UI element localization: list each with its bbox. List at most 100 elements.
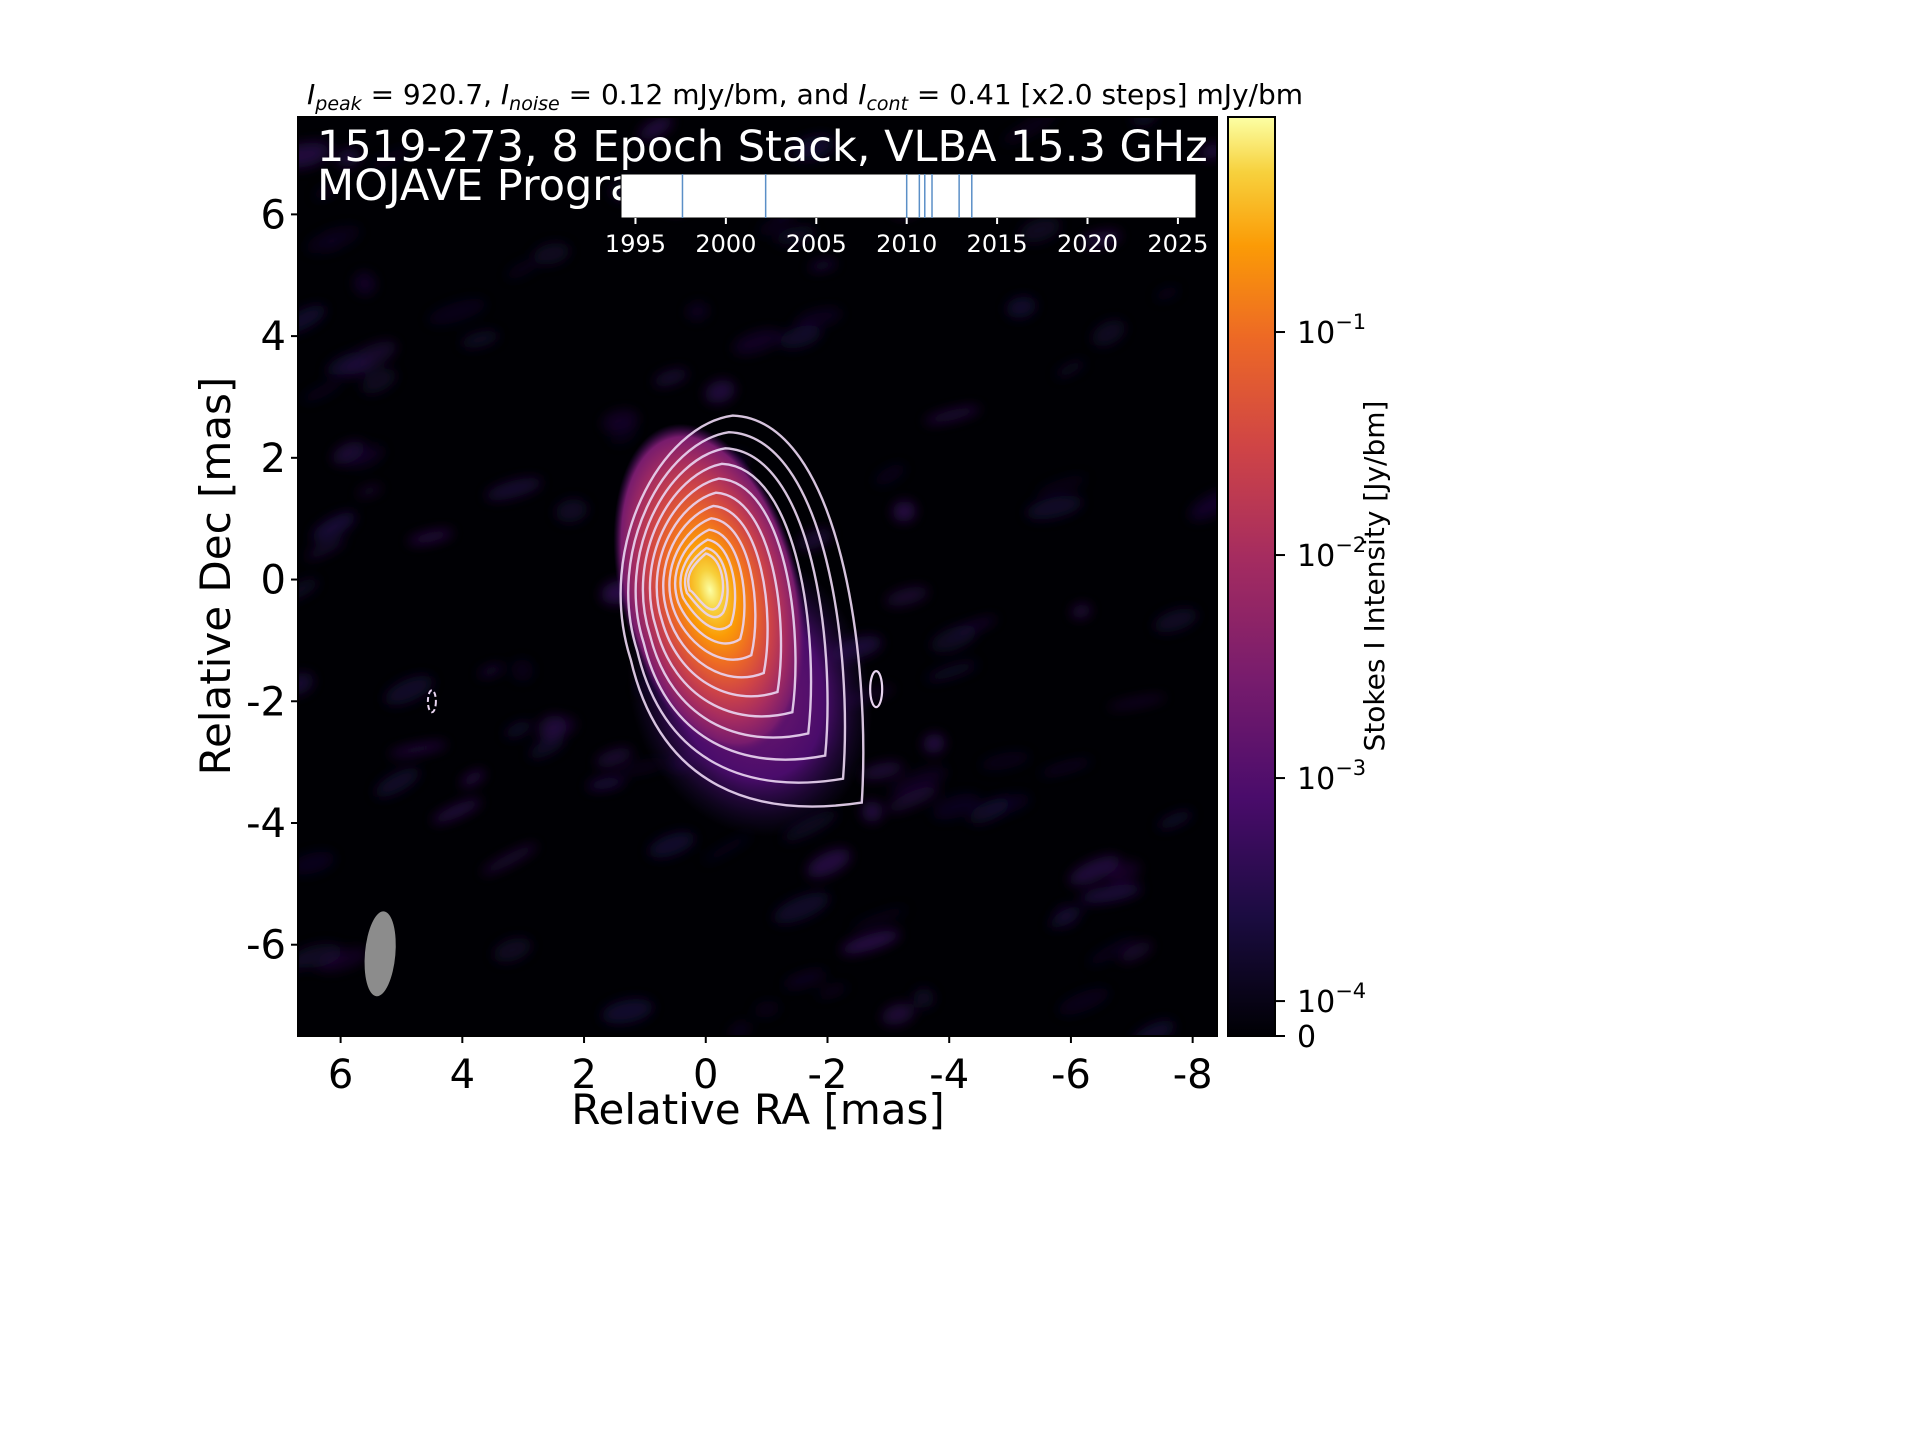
- noise-blob: [1055, 360, 1086, 378]
- core-emission: [613, 423, 807, 757]
- noise-blob: [298, 851, 335, 875]
- noise-blob: [1036, 475, 1088, 497]
- x-tick-label: 0: [693, 1052, 718, 1098]
- noise-blob: [923, 733, 945, 754]
- epoch-tick-label: 2000: [695, 230, 756, 258]
- x-axis-title: Relative RA [mas]: [571, 1085, 945, 1134]
- contour-level: [662, 504, 769, 679]
- noise-blob: [485, 477, 543, 501]
- noise-blob: [346, 445, 384, 468]
- title-peak-symbol: I: [307, 78, 315, 111]
- noise-blob: [460, 330, 500, 349]
- y-tick-label: -4: [246, 801, 286, 847]
- noise-blob: [511, 659, 534, 682]
- noise-blob: [816, 984, 849, 998]
- colorbar-ticks: 10−1 10−2 10−3 10−40: [1275, 310, 1366, 1055]
- contour-level: [634, 447, 829, 761]
- noise-blob: [460, 770, 485, 787]
- noise-blob: [298, 305, 326, 333]
- noise-blob: [1025, 495, 1083, 520]
- noise-blob: [1068, 855, 1121, 886]
- noise-blob: [952, 616, 998, 635]
- colorbar-tick-label: 10−1: [1297, 310, 1366, 351]
- noise-blob: [298, 672, 314, 695]
- noise-texture: [298, 117, 1217, 1036]
- noise-blob: [1081, 230, 1122, 247]
- noise-blob: [356, 484, 383, 497]
- noise-blob: [301, 380, 342, 403]
- noise-blob: [648, 831, 696, 858]
- noise-blob: [432, 799, 482, 824]
- noise-blob: [850, 906, 908, 931]
- noise-blob: [728, 1021, 751, 1036]
- noise-blob: [1119, 941, 1153, 962]
- epoch-tick-label: 2015: [967, 230, 1028, 258]
- contour-set: [426, 414, 884, 808]
- noise-blob: [653, 368, 689, 387]
- title-peak-value: = 920.7,: [362, 78, 501, 111]
- noise-blob: [1048, 906, 1084, 929]
- contour-level: [641, 462, 813, 739]
- noise-blob: [553, 716, 578, 734]
- x-tick-label: 4: [450, 1052, 475, 1098]
- colorbar-frame: [1227, 116, 1276, 1037]
- epoch-tick-label: 2025: [1147, 230, 1208, 258]
- noise-blob: [925, 661, 979, 682]
- noise-blob: [325, 351, 365, 376]
- title-noise-sub: noise: [509, 93, 560, 115]
- title-noise-symbol: I: [501, 78, 509, 111]
- y-tick-label: 6: [261, 192, 286, 238]
- noise-blob: [758, 217, 786, 236]
- noise-blob: [1091, 319, 1126, 347]
- noise-blob: [408, 530, 454, 545]
- noise-blob: [493, 937, 532, 963]
- noise-blob: [1157, 810, 1193, 830]
- noise-blob: [1131, 1020, 1175, 1036]
- epoch-tick-label: 1995: [605, 230, 666, 258]
- contour-level: [684, 546, 729, 619]
- noise-blob: [874, 464, 906, 486]
- noise-blob: [860, 762, 904, 780]
- noise-blob: [1071, 604, 1092, 619]
- x-tick-label: -2: [808, 1052, 848, 1098]
- title-cont-symbol: I: [858, 78, 866, 111]
- contour-level: [619, 414, 865, 808]
- noise-blob: [528, 737, 565, 759]
- noise-blob: [795, 307, 843, 328]
- x-tick-label: -8: [1173, 1052, 1213, 1098]
- epoch-axis: 1995 2000 2005 2010 2015 2020 2025: [605, 218, 1208, 258]
- x-tick-label: -4: [929, 1052, 969, 1098]
- noise-blob: [1200, 144, 1217, 159]
- contour-level: [627, 430, 847, 784]
- contour-level: [679, 538, 737, 631]
- noise-blob: [1057, 988, 1110, 1015]
- epoch-tick-label: 2020: [1057, 230, 1118, 258]
- title-cont-value: = 0.41 [x2.0 steps] mJy/bm: [908, 78, 1303, 111]
- noise-blob: [1189, 490, 1217, 521]
- x-axis: 6 4 2 0 -2 -4 -6 -8: [328, 1036, 1213, 1098]
- noise-blob: [306, 225, 361, 254]
- noise-blob: [924, 406, 981, 424]
- plot-title: Ipeak = 920.7, Inoise = 0.12 mJy/bm, and…: [307, 78, 1303, 115]
- noise-blob: [885, 586, 929, 607]
- colorbar-tick-label: 10−2: [1297, 533, 1366, 574]
- noise-blob: [336, 148, 361, 168]
- epoch-inset-box: [620, 173, 1197, 219]
- noise-blob: [791, 135, 835, 161]
- colorbar-tick-label: 0: [1297, 1020, 1316, 1055]
- image-panel: [298, 117, 1217, 1036]
- y-tick-label: 0: [261, 558, 286, 604]
- y-tick-label: -2: [246, 679, 286, 725]
- noise-blob: [555, 498, 588, 523]
- negative-contour: [426, 689, 437, 714]
- x-tick-label: -6: [1051, 1052, 1091, 1098]
- noise-blob: [932, 793, 980, 820]
- noise-blob: [361, 368, 397, 394]
- noise-blob: [1019, 217, 1061, 243]
- noise-blob: [889, 767, 948, 796]
- noise-blob: [861, 800, 883, 823]
- noise-blob: [981, 793, 1031, 816]
- noise-blob: [732, 329, 782, 355]
- noise-blob: [1131, 117, 1158, 126]
- colorbar-tick-label: 10−4: [1297, 979, 1366, 1020]
